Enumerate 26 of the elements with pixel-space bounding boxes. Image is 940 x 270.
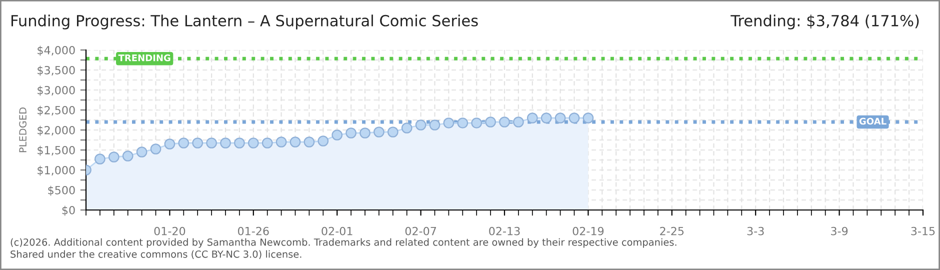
y-tick-label: $2,500 (38, 106, 75, 116)
ref-line-label: GOAL (859, 118, 886, 125)
ref-line-label: TRENDING (118, 54, 170, 62)
text: Shared under the creative commons (CC BY-NC 3.0) license. (10, 250, 302, 259)
y-tick-label: $0 (62, 206, 75, 216)
y-tick-label: $4,000 (38, 46, 75, 56)
chart-title: Funding Progress: The Lantern – A Supernatural Comic Series (12, 14, 478, 30)
x-tick-label: 3-9 (831, 226, 848, 236)
text: (c)2026. Additional content provided by Samantha Newcomb. Trademarks and related content are owned by their respective companies. (10, 238, 676, 248)
chart-subtitle: Trending: $3,784 (171%) (730, 14, 919, 30)
y-tick-label: $1,000 (38, 166, 75, 176)
x-tick-label: 3-15 (911, 226, 935, 236)
y-tick-label: $3,500 (38, 66, 75, 76)
y-tick-label: $1,500 (38, 146, 75, 156)
x-tick-label: 2-25 (660, 226, 684, 236)
x-tick-label: 3-3 (747, 226, 764, 236)
x-tick-label: 01-26 (238, 226, 269, 236)
x-tick-label: 01-20 (154, 226, 186, 236)
y-axis-title: PLEDGED (19, 108, 26, 152)
x-tick-label: 02-19 (572, 226, 604, 236)
x-tick-label: 02-07 (405, 226, 436, 236)
x-tick-label: 02-13 (489, 226, 520, 236)
x-tick-label: 02-01 (322, 226, 352, 236)
y-tick-label: $3,000 (38, 86, 75, 96)
y-tick-label: $500 (48, 186, 75, 196)
y-tick-label: $2,000 (38, 126, 75, 136)
